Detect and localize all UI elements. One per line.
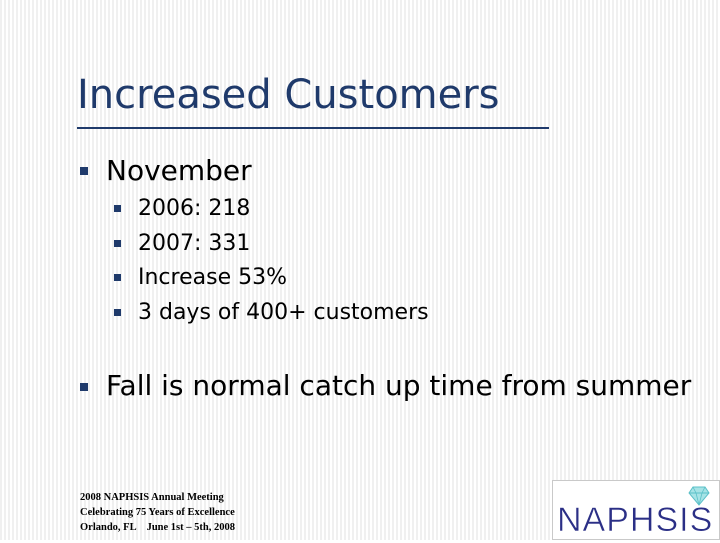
sub-bullet-2006: 2006: 218 <box>138 196 251 221</box>
bullet-marker <box>80 383 88 391</box>
sub-bullet-2007: 2007: 331 <box>138 231 251 256</box>
slide-footer: 2008 NAPHSIS Annual Meeting Celebrating … <box>80 490 235 535</box>
footer-location-date: Orlando, FL June 1st – 5th, 2008 <box>80 520 235 535</box>
footer-location: Orlando, FL <box>80 522 137 533</box>
naphsis-logo-graphic: NAPHSIS <box>557 486 713 539</box>
diamond-icon <box>688 486 710 506</box>
bullet-fall-catch-up: Fall is normal catch up time from summer <box>106 369 692 402</box>
title-underline <box>77 127 549 129</box>
footer-celebrating: Celebrating 75 Years of Excellence <box>80 507 235 518</box>
sub-bullet-marker <box>114 240 121 247</box>
svg-text:NAPHSIS: NAPHSIS <box>557 501 713 539</box>
footer-dates: June 1st – 5th, 2008 <box>146 522 235 533</box>
sub-bullet-marker <box>114 309 121 316</box>
bullet-marker <box>80 167 88 175</box>
slide-title: Increased Customers <box>77 72 500 118</box>
naphsis-logo: NAPHSIS <box>552 480 720 540</box>
sub-bullet-increase: Increase 53% <box>138 265 287 290</box>
footer-meeting: 2008 NAPHSIS Annual Meeting <box>80 492 224 503</box>
sub-bullet-marker <box>114 205 121 212</box>
sub-bullet-marker <box>114 274 121 281</box>
sub-bullet-400-customers: 3 days of 400+ customers <box>138 300 429 325</box>
bullet-november: November <box>106 154 252 187</box>
